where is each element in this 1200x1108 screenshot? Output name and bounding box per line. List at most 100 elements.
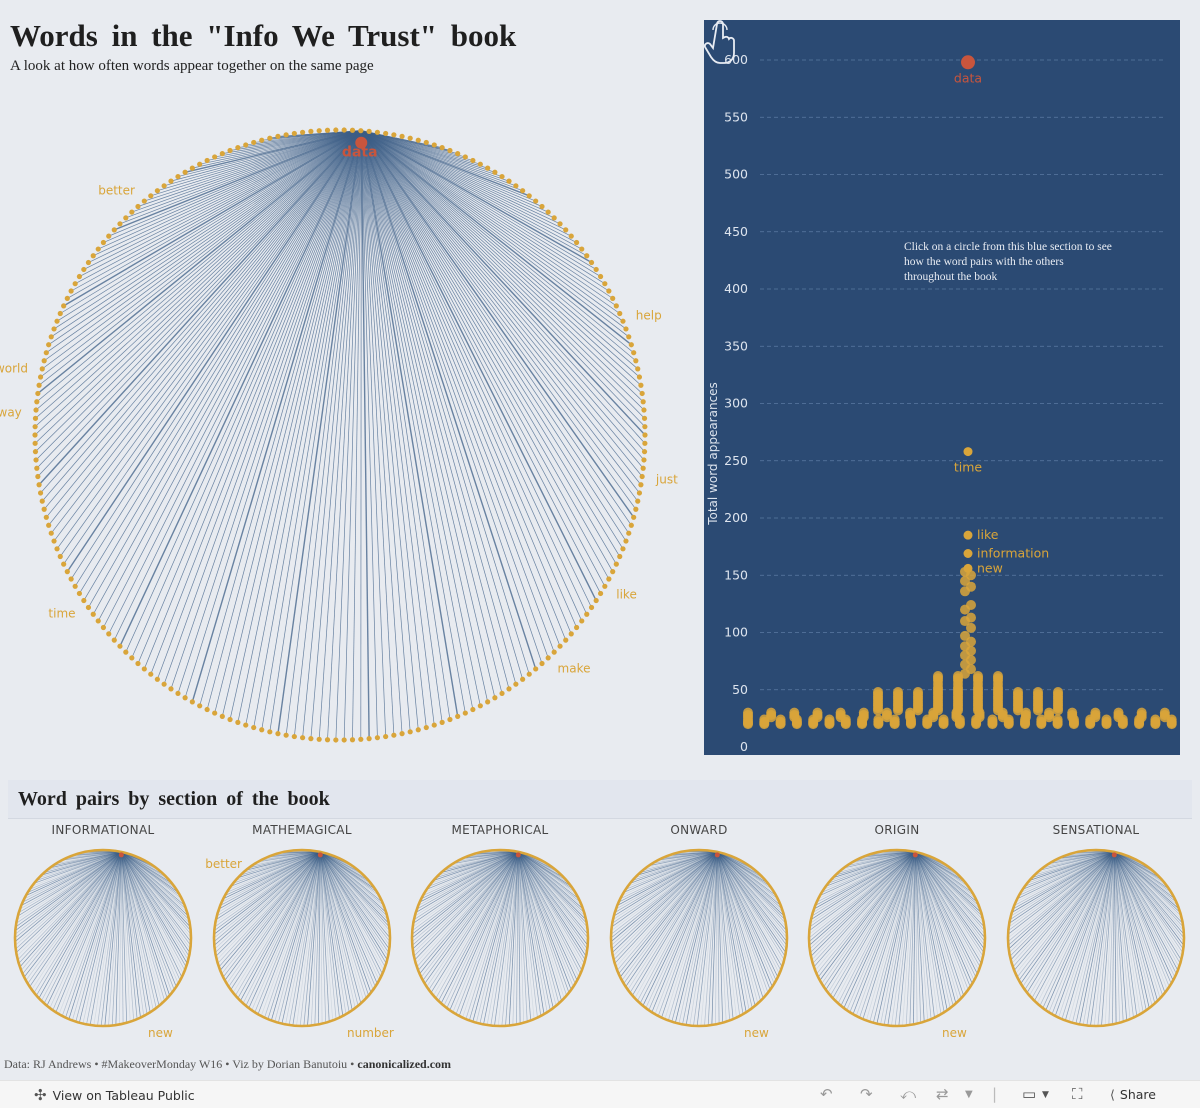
word-node[interactable] (638, 482, 643, 487)
word-node[interactable] (563, 638, 568, 643)
point-new[interactable] (964, 564, 973, 573)
word-node[interactable] (399, 134, 404, 139)
point-data[interactable] (961, 55, 975, 69)
section-graph-origin[interactable]: new (809, 850, 985, 1040)
word-node[interactable] (594, 267, 599, 272)
word-node[interactable] (513, 183, 518, 188)
word-node[interactable] (602, 281, 607, 286)
word-node[interactable] (342, 737, 347, 742)
word-dot[interactable] (1167, 719, 1177, 729)
word-node[interactable] (123, 650, 128, 655)
word-node[interactable] (33, 424, 38, 429)
word-node[interactable] (574, 240, 579, 245)
word-dot[interactable] (1134, 719, 1144, 729)
word-node[interactable] (447, 148, 452, 153)
word-node[interactable] (117, 644, 122, 649)
word-node[interactable] (300, 130, 305, 135)
word-dot[interactable] (971, 719, 981, 729)
word-node[interactable] (58, 554, 63, 559)
word-node[interactable] (641, 457, 646, 462)
word-node[interactable] (142, 198, 147, 203)
point-information[interactable] (964, 549, 973, 558)
word-node[interactable] (36, 482, 41, 487)
word-node[interactable] (275, 134, 280, 139)
word-node[interactable] (478, 162, 483, 167)
word-node[interactable] (251, 725, 256, 730)
word-node[interactable] (631, 350, 636, 355)
word-dot[interactable] (1004, 719, 1014, 729)
word-node[interactable] (640, 391, 645, 396)
word-node[interactable] (33, 407, 38, 412)
highlight-node[interactable] (119, 852, 124, 857)
word-node[interactable] (51, 538, 56, 543)
word-node[interactable] (35, 391, 40, 396)
highlight-node[interactable] (516, 852, 521, 857)
word-node[interactable] (197, 703, 202, 708)
word-node[interactable] (58, 311, 63, 316)
word-node[interactable] (212, 710, 217, 715)
word-node[interactable] (440, 145, 445, 150)
word-node[interactable] (579, 246, 584, 251)
word-node[interactable] (243, 142, 248, 147)
word-node[interactable] (594, 598, 599, 603)
word-node[interactable] (73, 281, 78, 286)
word-node[interactable] (626, 531, 631, 536)
undo-icon[interactable]: ↶ (820, 1085, 833, 1103)
word-dot[interactable] (873, 719, 883, 729)
word-dot[interactable] (939, 719, 949, 729)
word-node[interactable] (610, 296, 615, 301)
word-node[interactable] (251, 140, 256, 145)
word-node[interactable] (631, 515, 636, 520)
word-node[interactable] (642, 441, 647, 446)
word-node[interactable] (463, 154, 468, 159)
word-node[interactable] (129, 209, 134, 214)
word-node[interactable] (300, 735, 305, 740)
word-dot[interactable] (1033, 705, 1043, 715)
word-node[interactable] (106, 631, 111, 636)
section-graph-sensational[interactable] (1008, 850, 1184, 1026)
word-node[interactable] (499, 174, 504, 179)
word-node[interactable] (637, 490, 642, 495)
word-node[interactable] (629, 523, 634, 528)
word-node[interactable] (432, 142, 437, 147)
word-node[interactable] (65, 569, 70, 574)
word-node[interactable] (33, 441, 38, 446)
word-node[interactable] (333, 127, 338, 132)
highlight-node[interactable] (1112, 852, 1117, 857)
share-button[interactable]: ⟨ Share (1110, 1087, 1156, 1102)
word-node[interactable] (569, 631, 574, 636)
word-node[interactable] (552, 215, 557, 220)
word-dot[interactable] (873, 705, 883, 715)
word-node[interactable] (54, 546, 59, 551)
word-node[interactable] (175, 691, 180, 696)
word-node[interactable] (317, 128, 322, 133)
word-node[interactable] (162, 183, 167, 188)
word-dot[interactable] (1053, 719, 1063, 729)
word-node[interactable] (77, 274, 82, 279)
revert-icon[interactable]: ⤺ (900, 1085, 916, 1103)
word-node[interactable] (350, 128, 355, 133)
word-node[interactable] (626, 334, 631, 339)
word-node[interactable] (325, 128, 330, 133)
word-node[interactable] (614, 303, 619, 308)
word-node[interactable] (34, 466, 39, 471)
word-node[interactable] (40, 499, 45, 504)
word-node[interactable] (183, 695, 188, 700)
word-node[interactable] (602, 584, 607, 589)
word-node[interactable] (513, 682, 518, 687)
word-node[interactable] (35, 474, 40, 479)
word-node[interactable] (424, 725, 429, 730)
word-node[interactable] (637, 374, 642, 379)
word-node[interactable] (86, 260, 91, 265)
word-node[interactable] (617, 554, 622, 559)
word-node[interactable] (635, 366, 640, 371)
word-node[interactable] (69, 288, 74, 293)
word-dot[interactable] (922, 719, 932, 729)
word-node[interactable] (44, 350, 49, 355)
word-dot[interactable] (966, 623, 976, 633)
word-node[interactable] (408, 136, 413, 141)
word-node[interactable] (633, 358, 638, 363)
word-node[interactable] (633, 507, 638, 512)
word-node[interactable] (46, 342, 51, 347)
